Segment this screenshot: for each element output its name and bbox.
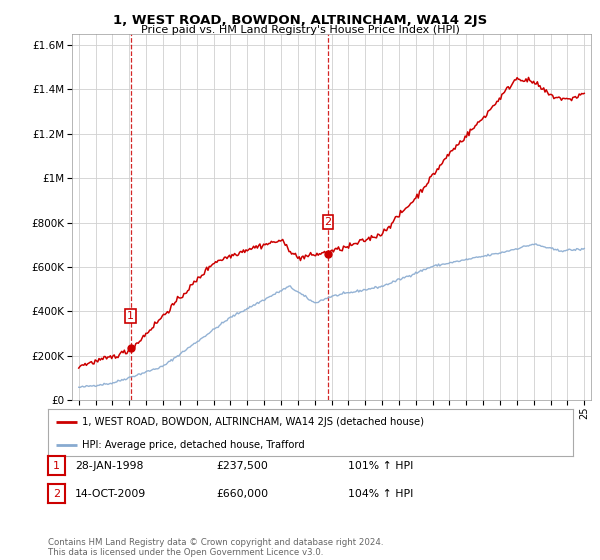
Text: 104% ↑ HPI: 104% ↑ HPI xyxy=(348,489,413,499)
Text: 14-OCT-2009: 14-OCT-2009 xyxy=(75,489,146,499)
Text: 2: 2 xyxy=(325,217,332,227)
Text: £237,500: £237,500 xyxy=(216,461,268,471)
Text: 1: 1 xyxy=(127,311,134,321)
Text: 101% ↑ HPI: 101% ↑ HPI xyxy=(348,461,413,471)
Text: HPI: Average price, detached house, Trafford: HPI: Average price, detached house, Traf… xyxy=(82,440,305,450)
Text: Price paid vs. HM Land Registry's House Price Index (HPI): Price paid vs. HM Land Registry's House … xyxy=(140,25,460,35)
Text: 2: 2 xyxy=(53,489,60,499)
Text: 1: 1 xyxy=(53,461,60,471)
Text: 1, WEST ROAD, BOWDON, ALTRINCHAM, WA14 2JS (detached house): 1, WEST ROAD, BOWDON, ALTRINCHAM, WA14 2… xyxy=(82,417,424,427)
Text: 1, WEST ROAD, BOWDON, ALTRINCHAM, WA14 2JS: 1, WEST ROAD, BOWDON, ALTRINCHAM, WA14 2… xyxy=(113,14,487,27)
Text: £660,000: £660,000 xyxy=(216,489,268,499)
Text: 28-JAN-1998: 28-JAN-1998 xyxy=(75,461,143,471)
Text: Contains HM Land Registry data © Crown copyright and database right 2024.
This d: Contains HM Land Registry data © Crown c… xyxy=(48,538,383,557)
